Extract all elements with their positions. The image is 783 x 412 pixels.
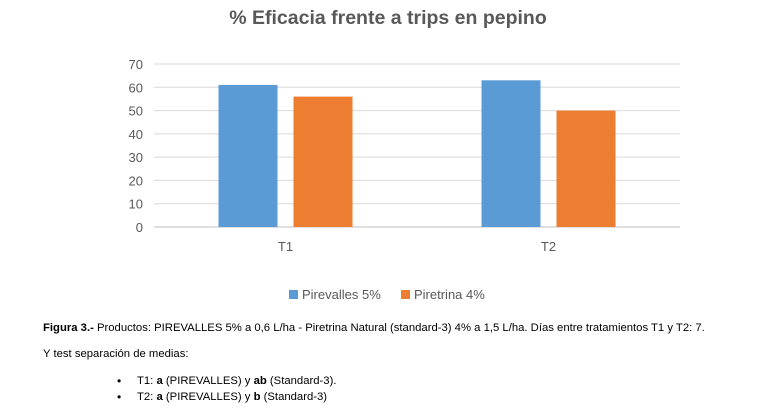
bar — [556, 110, 616, 227]
legend-label: Pirevalles 5% — [302, 287, 381, 302]
figure-caption: Figura 3.- Productos: PIREVALLES 5% a 0,… — [43, 321, 778, 335]
list-item: T2: a (PIREVALLES) y b (Standard-3) — [117, 389, 336, 405]
y-tick-label: 50 — [129, 104, 143, 119]
legend-swatch — [289, 290, 298, 299]
y-tick-label: 30 — [129, 150, 143, 165]
test-line: Y test separación de medias: — [43, 348, 189, 360]
bar — [293, 96, 353, 227]
x-axis-tick-labels: T1 T2 — [278, 239, 556, 254]
legend-swatch — [401, 290, 410, 299]
y-tick-label: 60 — [129, 80, 143, 95]
bar — [481, 80, 541, 227]
legend: Pirevalles 5% Piretrina 4% — [289, 287, 485, 302]
figure-label: Figura 3.- — [43, 322, 94, 334]
y-axis-tick-labels: 0 10 20 30 40 50 60 70 — [129, 57, 143, 235]
bars — [218, 80, 616, 227]
x-tick-label: T2 — [541, 239, 556, 254]
y-tick-label: 0 — [136, 220, 143, 235]
y-tick-label: 20 — [129, 173, 143, 188]
bar — [218, 84, 278, 227]
y-tick-label: 40 — [129, 127, 143, 142]
test-results-list: T1: a (PIREVALLES) y ab (Standard-3). T2… — [117, 373, 336, 405]
list-item: T1: a (PIREVALLES) y ab (Standard-3). — [117, 373, 336, 389]
x-tick-label: T1 — [278, 239, 293, 254]
y-tick-label: 70 — [129, 57, 143, 72]
y-tick-label: 10 — [129, 197, 143, 212]
chart-title: % Eficacia frente a trips en pepino — [229, 7, 547, 29]
legend-label: Piretrina 4% — [414, 287, 485, 302]
figure-text: Productos: PIREVALLES 5% a 0,6 L/ha - Pi… — [93, 322, 705, 334]
bar-chart: % Eficacia frente a trips en pepino 0 10 2… — [129, 7, 680, 302]
